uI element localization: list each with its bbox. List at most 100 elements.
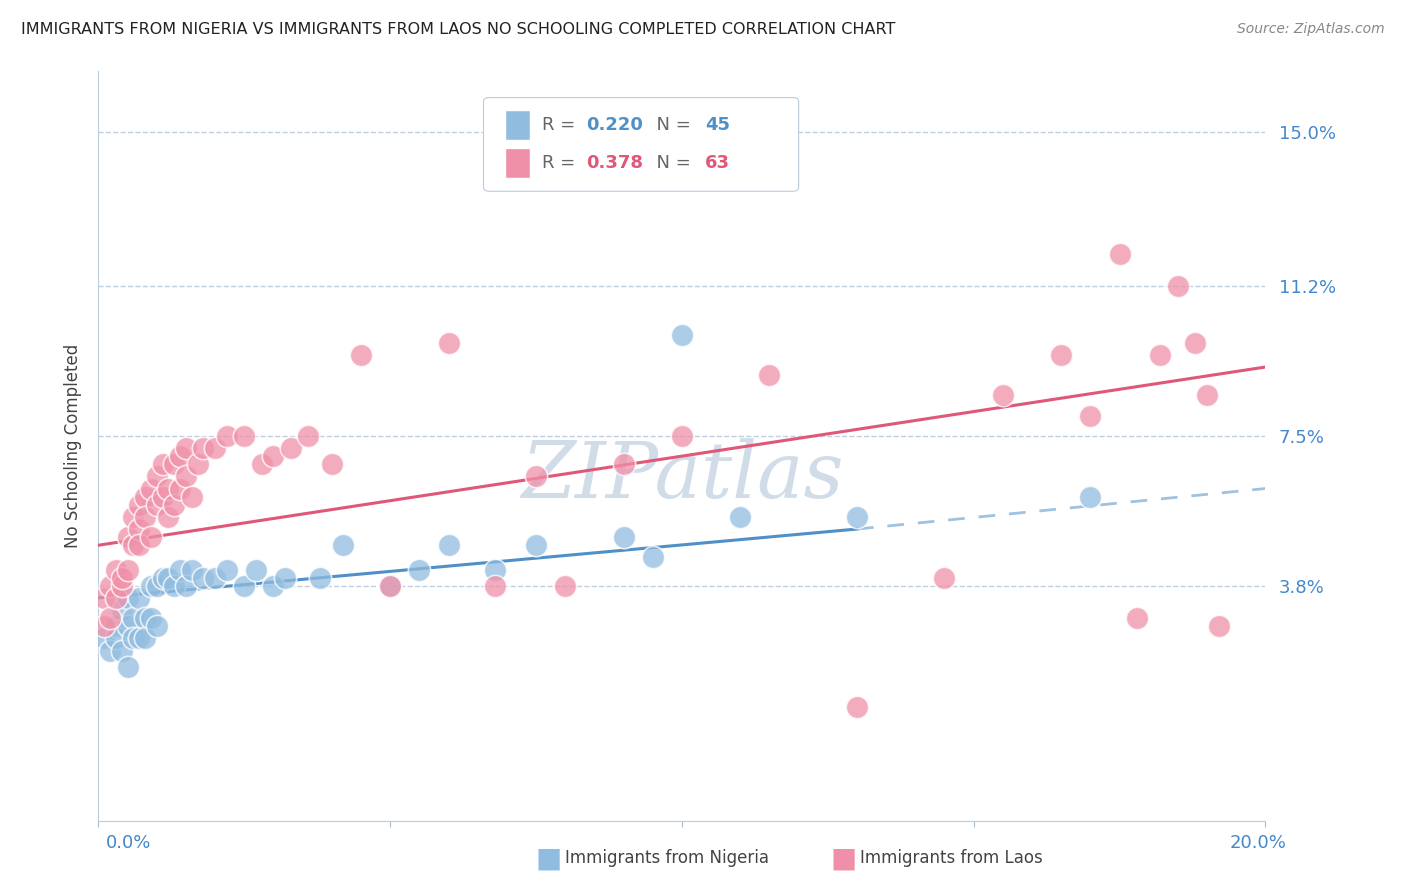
Point	[380, 579, 402, 593]
Point	[309, 571, 332, 585]
Point	[846, 509, 869, 524]
Point	[169, 482, 191, 496]
Point	[128, 522, 150, 536]
Point	[193, 441, 215, 455]
Point	[134, 632, 156, 646]
Point	[484, 579, 506, 593]
Point	[139, 611, 162, 625]
Text: 0.220: 0.220	[586, 117, 643, 135]
Point	[321, 457, 343, 471]
Point	[122, 509, 145, 524]
Point	[146, 469, 169, 483]
Point	[117, 659, 139, 673]
Point	[117, 562, 139, 576]
Point	[134, 611, 156, 625]
Point	[128, 498, 150, 512]
Point	[1108, 246, 1130, 260]
Point	[280, 441, 302, 455]
Text: IMMIGRANTS FROM NIGERIA VS IMMIGRANTS FROM LAOS NO SCHOOLING COMPLETED CORRELATI: IMMIGRANTS FROM NIGERIA VS IMMIGRANTS FR…	[21, 22, 896, 37]
Point	[408, 562, 430, 576]
Point	[139, 530, 162, 544]
Point	[180, 490, 202, 504]
Point	[134, 509, 156, 524]
Point	[1126, 611, 1149, 625]
Point	[1208, 619, 1230, 633]
Point	[524, 469, 547, 483]
Point	[180, 562, 202, 576]
Point	[934, 571, 956, 585]
Point	[157, 482, 180, 496]
Text: 20.0%: 20.0%	[1230, 834, 1286, 852]
Point	[1184, 335, 1206, 350]
Point	[157, 509, 180, 524]
Text: 0.0%: 0.0%	[105, 834, 150, 852]
Point	[152, 457, 174, 471]
Point	[350, 348, 373, 362]
Point	[437, 335, 460, 350]
Point	[93, 591, 115, 605]
Point	[174, 469, 197, 483]
Text: Immigrants from Nigeria: Immigrants from Nigeria	[565, 849, 769, 867]
Point	[250, 457, 273, 471]
Point	[274, 571, 297, 585]
Bar	[505, 111, 530, 140]
Point	[1080, 409, 1102, 423]
Point	[152, 571, 174, 585]
Point	[117, 530, 139, 544]
Point	[612, 457, 634, 471]
Point	[139, 579, 162, 593]
Text: Immigrants from Laos: Immigrants from Laos	[860, 849, 1043, 867]
Point	[169, 562, 191, 576]
Text: Source: ZipAtlas.com: Source: ZipAtlas.com	[1237, 22, 1385, 37]
Text: 63: 63	[706, 154, 730, 172]
Point	[122, 538, 145, 552]
Point	[157, 571, 180, 585]
Point	[215, 429, 238, 443]
Point	[991, 388, 1014, 402]
Text: 45: 45	[706, 117, 730, 135]
Point	[245, 562, 267, 576]
Point	[671, 429, 693, 443]
Point	[437, 538, 460, 552]
Point	[111, 579, 134, 593]
Point	[169, 449, 191, 463]
Point	[1195, 388, 1218, 402]
Point	[846, 700, 869, 714]
Point	[1050, 348, 1073, 362]
Point	[484, 562, 506, 576]
Point	[1080, 490, 1102, 504]
Point	[111, 603, 134, 617]
Point	[174, 441, 197, 455]
Point	[233, 429, 256, 443]
Text: R =: R =	[541, 117, 581, 135]
Point	[111, 571, 134, 585]
Point	[174, 579, 197, 593]
Point	[152, 490, 174, 504]
Point	[98, 643, 121, 657]
Point	[758, 368, 780, 383]
Point	[332, 538, 354, 552]
Point	[554, 579, 576, 593]
Point	[193, 571, 215, 585]
Point	[146, 619, 169, 633]
Point	[98, 611, 121, 625]
Point	[215, 562, 238, 576]
Point	[612, 530, 634, 544]
Point	[671, 327, 693, 342]
Point	[93, 619, 115, 633]
Text: R =: R =	[541, 154, 581, 172]
Point	[233, 579, 256, 593]
Point	[524, 538, 547, 552]
Point	[297, 429, 319, 443]
Point	[111, 643, 134, 657]
Point	[128, 538, 150, 552]
Point	[104, 632, 127, 646]
Point	[117, 619, 139, 633]
Point	[163, 457, 186, 471]
Point	[122, 611, 145, 625]
Point	[128, 632, 150, 646]
Point	[128, 591, 150, 605]
Point	[122, 632, 145, 646]
Point	[1167, 279, 1189, 293]
Point	[104, 619, 127, 633]
